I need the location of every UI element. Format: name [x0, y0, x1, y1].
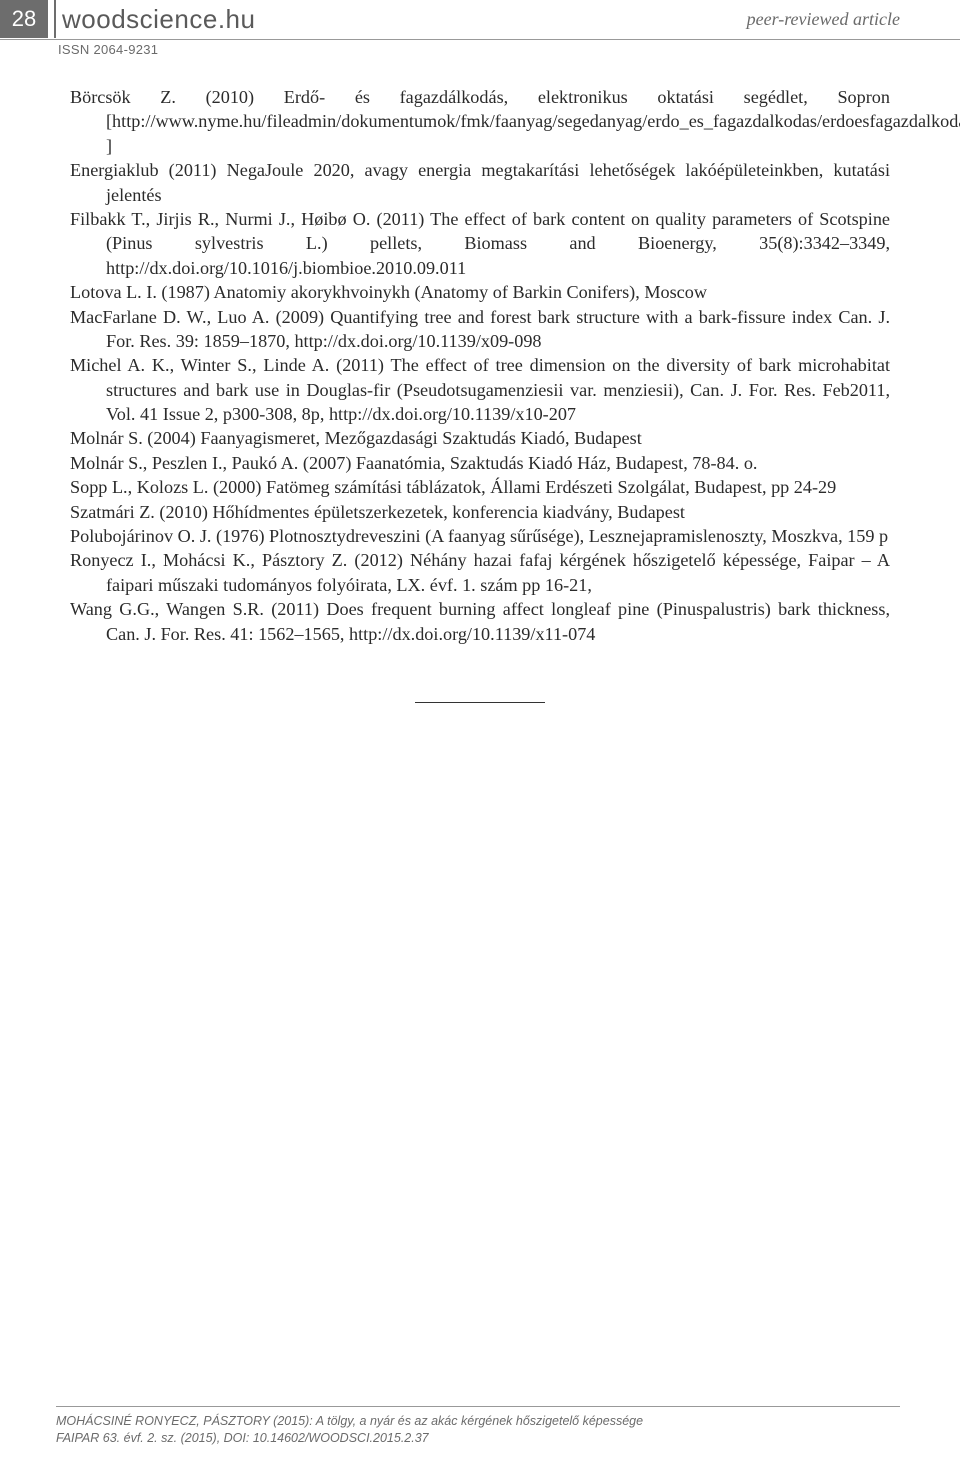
- page-footer: MOHÁCSINÉ RONYECZ, PÁSZTORY (2015): A tö…: [56, 1406, 900, 1447]
- reference-item: Lotova L. I. (1987) Anatomiy akorykhvoin…: [70, 280, 890, 304]
- reference-item: Michel A. K., Winter S., Linde A. (2011)…: [70, 353, 890, 426]
- footer-citation-line: MOHÁCSINÉ RONYECZ, PÁSZTORY (2015): A tö…: [56, 1413, 900, 1430]
- reference-item: Szatmári Z. (2010) Hőhídmentes épületsze…: [70, 500, 890, 524]
- reference-item: Polubojárinov O. J. (1976) Plotnosztydre…: [70, 524, 890, 548]
- footer-doi-line: FAIPAR 63. évf. 2. sz. (2015), DOI: 10.1…: [56, 1430, 900, 1447]
- header-band: 28 woodscience.hu peer-reviewed article: [0, 0, 960, 40]
- page-number: 28: [0, 0, 48, 38]
- reference-item: Ronyecz I., Mohácsi K., Pásztory Z. (201…: [70, 548, 890, 597]
- reference-item: Wang G.G., Wangen S.R. (2011) Does frequ…: [70, 597, 890, 646]
- reference-item: Molnár S., Peszlen I., Paukó A. (2007) F…: [70, 451, 890, 475]
- reference-item: Filbakk T., Jirjis R., Nurmi J., Høibø O…: [70, 207, 890, 280]
- references-block: Börcsök Z. (2010) Erdő- és fagazdálkodás…: [0, 57, 960, 703]
- reference-item: Sopp L., Kolozs L. (2000) Fatömeg számít…: [70, 475, 890, 499]
- page: 28 woodscience.hu peer-reviewed article …: [0, 0, 960, 1481]
- section-separator: [415, 702, 545, 703]
- reference-item: Energiaklub (2011) NegaJoule 2020, avagy…: [70, 158, 890, 207]
- reference-item: Börcsök Z. (2010) Erdő- és fagazdálkodás…: [70, 85, 890, 158]
- header-divider: [54, 0, 56, 38]
- issn-label: ISSN 2064-9231: [58, 42, 960, 57]
- reference-item: Molnár S. (2004) Faanyagismeret, Mezőgaz…: [70, 426, 890, 450]
- journal-name: woodscience.hu: [62, 4, 255, 35]
- reference-item: MacFarlane D. W., Luo A. (2009) Quantify…: [70, 305, 890, 354]
- article-type: peer-reviewed article: [747, 9, 960, 30]
